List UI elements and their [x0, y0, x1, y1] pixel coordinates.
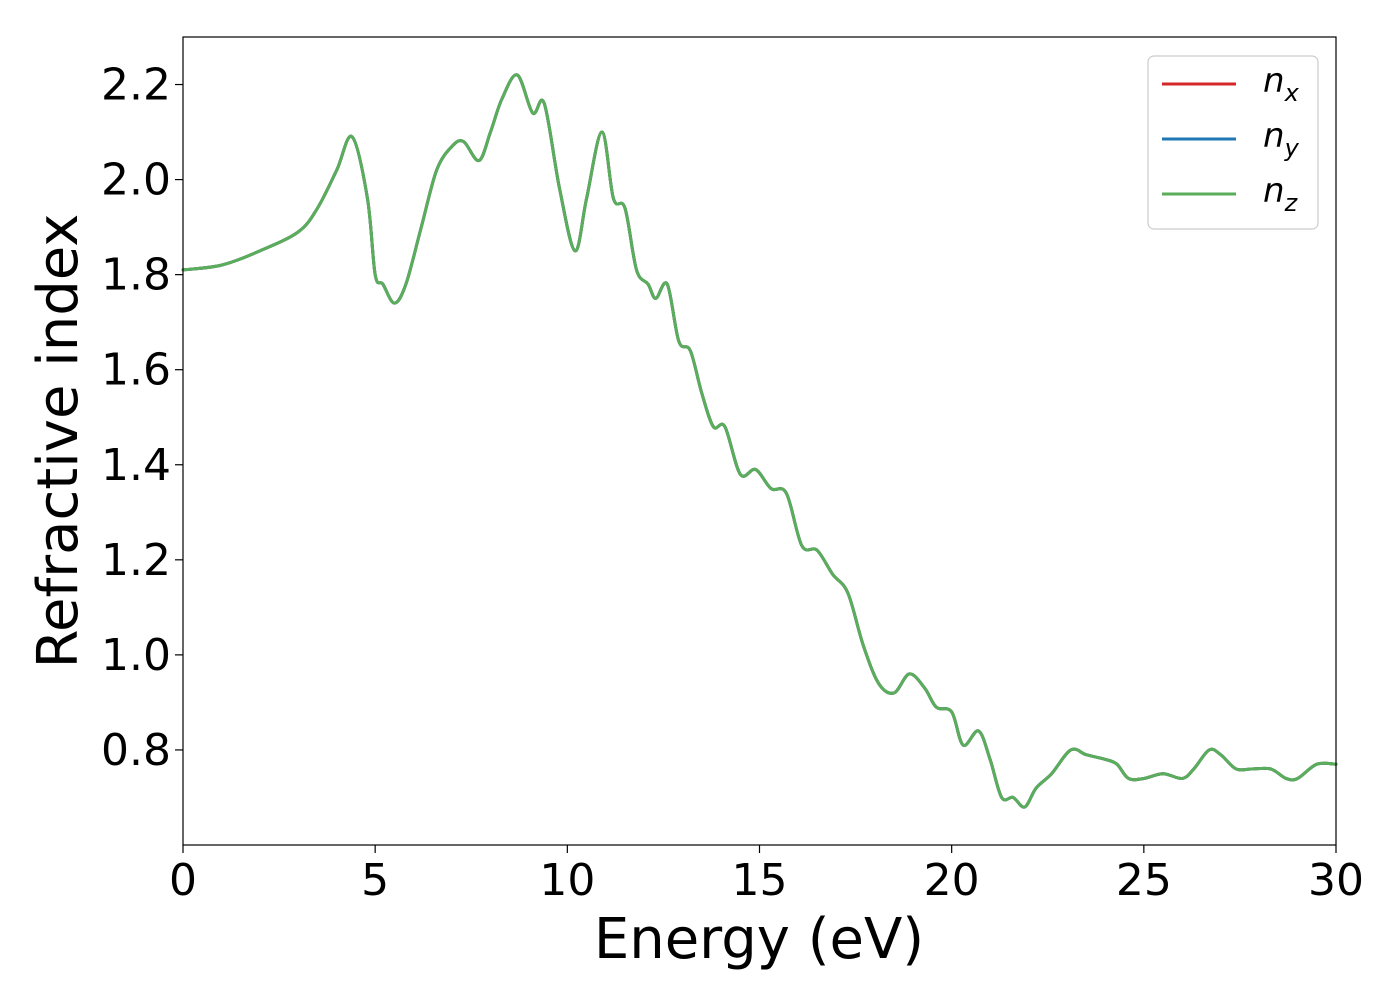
series-line-nz — [181, 73, 1338, 809]
legend-box — [1147, 55, 1319, 230]
x-tick-label: 20 — [924, 855, 980, 906]
x-tick-label: 0 — [169, 855, 197, 906]
y-tick-label: 1.6 — [101, 345, 171, 396]
x-tick-label: 30 — [1308, 855, 1364, 906]
y-tick-label: 1.0 — [101, 630, 171, 681]
y-tick-label: 0.8 — [101, 725, 171, 776]
series-layer — [181, 73, 1338, 809]
x-axis-ticks: 0 5 10 15 20 25 30 — [169, 845, 1364, 906]
y-tick-label: 1.8 — [101, 250, 171, 301]
x-tick-label: 10 — [539, 855, 595, 906]
y-axis-ticks: 0.8 1.0 1.2 1.4 1.6 1.8 2.0 2.2 — [101, 60, 183, 776]
y-tick-label: 1.2 — [101, 535, 171, 586]
y-tick-label: 2.2 — [101, 60, 171, 111]
y-tick-label: 1.4 — [101, 440, 171, 491]
x-tick-label: 5 — [361, 855, 389, 906]
x-tick-label: 15 — [732, 855, 788, 906]
y-tick-label: 2.0 — [101, 155, 171, 206]
y-axis-title: Refractive index — [26, 214, 91, 669]
x-tick-label: 25 — [1116, 855, 1172, 906]
x-axis-title: Energy (eV) — [594, 907, 924, 972]
